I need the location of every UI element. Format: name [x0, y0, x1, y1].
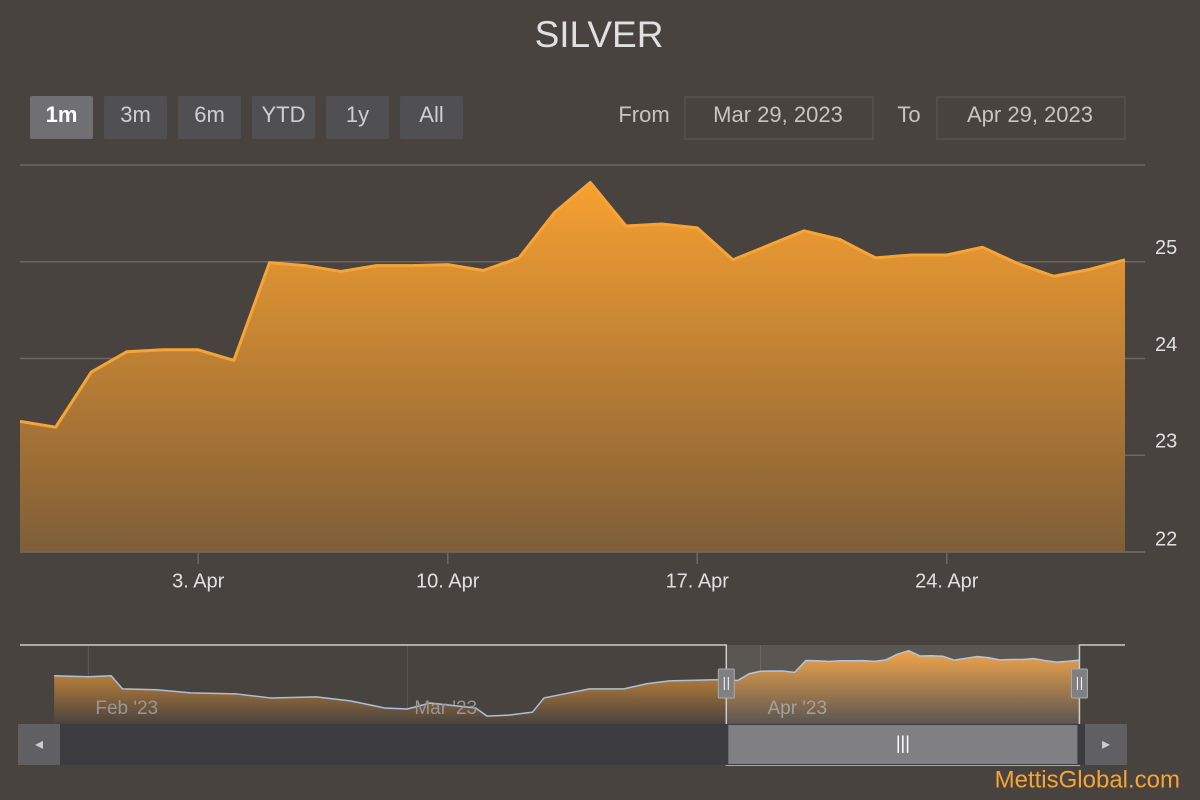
range-button[interactable]	[326, 96, 389, 139]
y-tick-label: 24	[1155, 334, 1177, 356]
range-button[interactable]	[252, 96, 315, 139]
navigator-handle-grip[interactable]	[1076, 677, 1082, 690]
range-button-label[interactable]: All	[419, 102, 443, 127]
scrollbar-button[interactable]	[18, 724, 60, 765]
range-button[interactable]	[400, 96, 463, 139]
navigator-tick-label: Feb '23	[95, 698, 158, 719]
credits[interactable]: MettisGlobal.com	[995, 766, 1180, 793]
range-button[interactable]	[30, 96, 93, 139]
from-label: From	[618, 102, 669, 127]
range-button[interactable]	[104, 96, 167, 139]
series-line	[19, 180, 1126, 429]
range-button[interactable]	[178, 96, 241, 139]
navigator-tick-label: Apr '23	[767, 698, 827, 719]
scrollbar-grip: |||	[896, 733, 910, 753]
y-tick-label: 22	[1155, 528, 1177, 550]
navigator-handle-grip[interactable]	[723, 677, 729, 690]
navigator-fill	[54, 650, 1080, 724]
to-label: To	[897, 102, 920, 127]
range-button-label[interactable]: YTD	[262, 102, 306, 127]
title: SILVER	[535, 14, 664, 55]
scrollbar-arrow[interactable]: ▸	[1102, 736, 1110, 753]
scrollbar-arrow[interactable]: ◂	[35, 736, 43, 753]
x-tick-label: 24. Apr	[915, 570, 979, 592]
scrollbar-thumb[interactable]	[728, 725, 1078, 764]
navigator-line	[54, 649, 1080, 717]
navigator-handle[interactable]	[1070, 668, 1088, 699]
range-button-label[interactable]: 6m	[194, 102, 225, 127]
x-tick-label: 3. Apr	[172, 570, 225, 592]
range-button-label[interactable]: 1y	[346, 102, 369, 127]
x-tick-label: 10. Apr	[416, 570, 480, 592]
navigator-handle[interactable]	[717, 668, 735, 699]
from-value[interactable]: Mar 29, 2023	[713, 102, 843, 127]
from-input[interactable]	[684, 96, 874, 140]
to-input[interactable]	[936, 96, 1126, 140]
to-value[interactable]: Apr 29, 2023	[967, 102, 1093, 127]
range-button-label[interactable]: 3m	[120, 102, 151, 127]
series-fill	[20, 182, 1125, 553]
range-button-label[interactable]: 1m	[46, 102, 78, 127]
y-tick-label: 25	[1155, 237, 1177, 259]
y-tick-label: 23	[1155, 431, 1177, 453]
x-tick-label: 17. Apr	[666, 570, 730, 592]
scrollbar-button[interactable]	[1085, 724, 1127, 765]
navigator-selection	[726, 645, 1080, 724]
navigator-tick-label: Mar '23	[414, 698, 477, 719]
